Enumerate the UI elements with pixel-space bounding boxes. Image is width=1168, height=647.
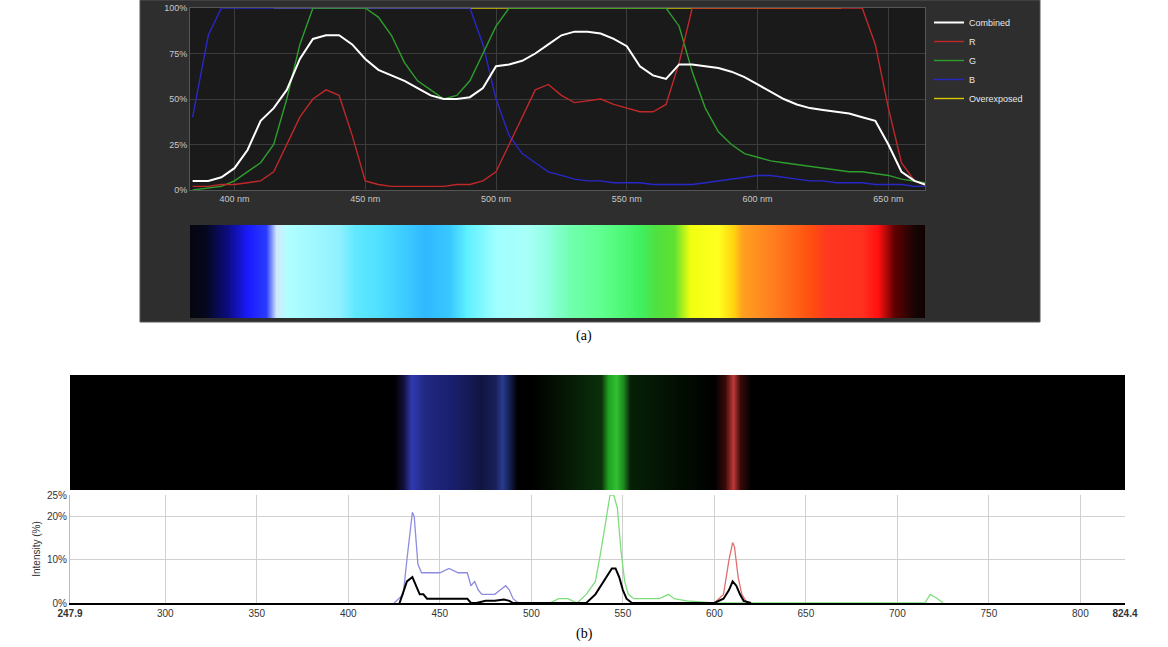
svg-text:20%: 20% [47,511,67,522]
svg-text:0%: 0% [174,185,187,195]
svg-text:500: 500 [523,608,540,619]
svg-text:500 nm: 500 nm [481,194,511,204]
svg-text:400: 400 [340,608,357,619]
svg-text:Intensity (%): Intensity (%) [31,521,42,577]
svg-text:(b): (b) [576,626,593,642]
svg-text:600: 600 [706,608,723,619]
svg-text:824.4: 824.4 [1112,608,1137,619]
svg-text:750: 750 [981,608,998,619]
svg-text:G: G [969,56,976,66]
svg-text:0%: 0% [53,598,68,609]
svg-text:450 nm: 450 nm [350,194,380,204]
svg-text:B: B [969,75,975,85]
svg-text:400 nm: 400 nm [219,194,249,204]
svg-text:600 nm: 600 nm [743,194,773,204]
svg-text:25%: 25% [47,490,67,501]
svg-text:550: 550 [615,608,632,619]
svg-text:450: 450 [431,608,448,619]
svg-text:100%: 100% [164,3,187,13]
svg-text:75%: 75% [169,49,187,59]
svg-text:550 nm: 550 nm [612,194,642,204]
svg-text:650 nm: 650 nm [873,194,903,204]
svg-text:700: 700 [889,608,906,619]
svg-text:350: 350 [248,608,265,619]
svg-text:650: 650 [798,608,815,619]
svg-text:(a): (a) [576,328,592,344]
svg-text:R: R [969,37,976,47]
svg-text:25%: 25% [169,140,187,150]
svg-text:247.9: 247.9 [57,608,82,619]
svg-text:Overexposed: Overexposed [969,94,1023,104]
svg-text:300: 300 [157,608,174,619]
svg-text:10%: 10% [47,554,67,565]
svg-text:50%: 50% [169,94,187,104]
svg-text:Combined: Combined [969,18,1010,28]
svg-text:800: 800 [1072,608,1089,619]
